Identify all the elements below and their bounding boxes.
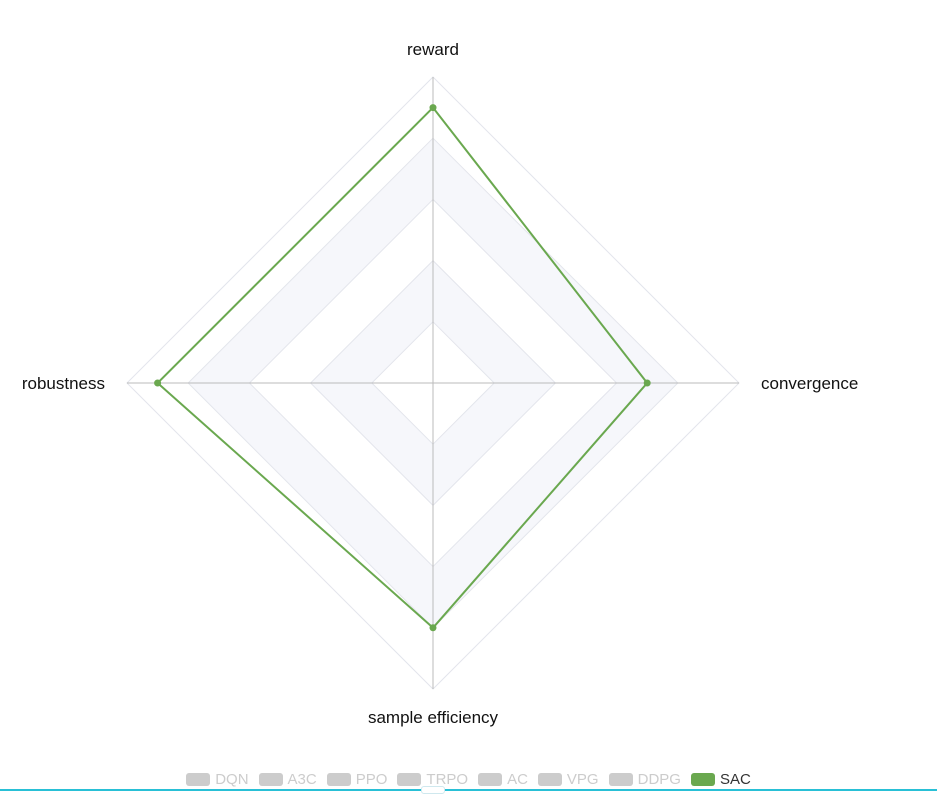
legend-swatch bbox=[258, 772, 283, 786]
legend-item-ac[interactable]: AC bbox=[478, 771, 528, 788]
radar-series-SAC-point-sample-efficiency[interactable] bbox=[429, 624, 437, 632]
chart-legend: DQN A3C PPO TRPO AC VPG DDPG SAC bbox=[0, 768, 937, 790]
radar-series-SAC-point-reward[interactable] bbox=[429, 104, 437, 112]
legend-item-ddpg[interactable]: DDPG bbox=[608, 770, 681, 788]
legend-swatch bbox=[397, 772, 422, 786]
radar-series-SAC-point-convergence[interactable] bbox=[643, 379, 651, 387]
radar-series-SAC-point-robustness[interactable] bbox=[154, 379, 162, 387]
radar-axis-labels: reward convergence sample efficiency robust… bbox=[22, 40, 859, 727]
legend-label: DQN bbox=[215, 770, 249, 788]
legend-item-dqn[interactable]: DQN bbox=[186, 770, 249, 788]
bottom-scroll-handle[interactable] bbox=[421, 786, 445, 794]
legend-label: VPG bbox=[566, 770, 599, 788]
legend-item-ppo[interactable]: PPO bbox=[326, 770, 388, 788]
radar-axis-label-convergence: convergence bbox=[761, 374, 858, 393]
legend-label: TRPO bbox=[426, 770, 469, 788]
legend-swatch bbox=[690, 772, 715, 786]
legend-item-a3c[interactable]: A3C bbox=[258, 770, 317, 788]
radar-axis-label-reward: reward bbox=[407, 40, 459, 59]
legend-swatch bbox=[326, 772, 351, 786]
legend-item-trpo[interactable]: TRPO bbox=[397, 771, 468, 788]
legend-label: PPO bbox=[355, 770, 388, 788]
radar-axis-label-robustness: robustness bbox=[22, 374, 105, 393]
legend-swatch bbox=[537, 772, 562, 786]
legend-item-sac[interactable]: SAC bbox=[690, 770, 751, 788]
legend-swatch bbox=[608, 772, 633, 786]
legend-label: DDPG bbox=[637, 770, 681, 788]
radar-chart: reward convergence sample efficiency robust… bbox=[22, 40, 859, 727]
legend-label: A3C bbox=[287, 770, 317, 788]
legend-label: AC bbox=[507, 770, 528, 788]
legend-item-vpg[interactable]: VPG bbox=[537, 770, 599, 788]
legend-label: SAC bbox=[719, 770, 751, 788]
bottom-scroll-track bbox=[0, 789, 937, 791]
radar-series bbox=[154, 104, 651, 632]
legend-swatch bbox=[186, 772, 211, 786]
radar-axis-label-sample-efficiency: sample efficiency bbox=[368, 708, 499, 727]
legend-swatch bbox=[478, 772, 503, 786]
radar-axis-lines bbox=[127, 77, 739, 689]
